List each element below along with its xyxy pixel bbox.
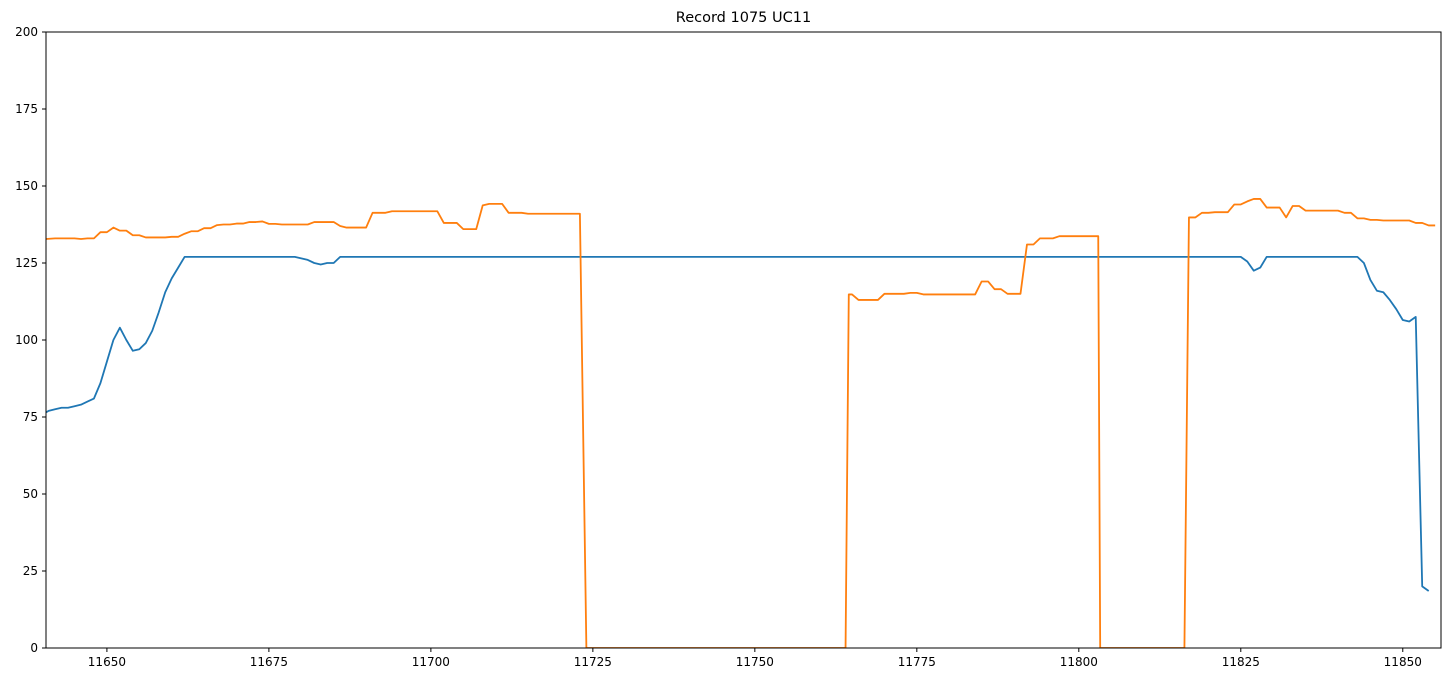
- y-tick-label: 100: [15, 333, 38, 347]
- x-tick-label: 11825: [1222, 655, 1260, 669]
- y-tick-label: 150: [15, 179, 38, 193]
- series-layer: [46, 198, 1436, 648]
- y-tick-label: 50: [23, 487, 38, 501]
- x-tick-label: 11725: [574, 655, 612, 669]
- y-tick-label: 200: [15, 25, 38, 39]
- x-tick-label: 11650: [88, 655, 126, 669]
- x-tick-label: 11700: [412, 655, 450, 669]
- y-axis: 0 25 50 75 100 125 150 175 200: [15, 25, 46, 655]
- chart-title: Record 1075 UC11: [676, 10, 811, 26]
- x-tick-label: 11750: [736, 655, 774, 669]
- y-tick-label: 25: [23, 564, 38, 578]
- plot-frame: [45, 31, 1442, 649]
- y-tick-label: 175: [15, 102, 38, 116]
- x-tick-label: 11850: [1384, 655, 1422, 669]
- y-tick-label: 0: [30, 641, 38, 655]
- x-tick-label: 11775: [898, 655, 936, 669]
- y-tick-label: 125: [15, 256, 38, 270]
- series-line-2: [46, 198, 1436, 648]
- x-tick-label: 11675: [250, 655, 288, 669]
- x-tick-label: 11800: [1060, 655, 1098, 669]
- series-line-1: [46, 255, 1430, 592]
- y-tick-label: 75: [23, 410, 38, 424]
- x-axis: 11650 11675 11700 11725 11750 11775 11800 11825…: [88, 648, 1422, 669]
